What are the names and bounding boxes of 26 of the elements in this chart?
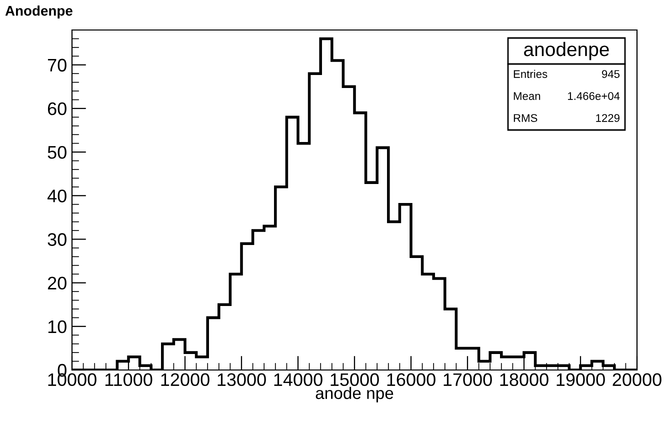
y-tick-label: 50	[48, 146, 66, 159]
x-tick-label: 11000	[105, 373, 152, 386]
x-axis-title: anode npe	[316, 386, 394, 402]
x-tick-label: 17000	[444, 373, 492, 386]
y-tick-label: 70	[48, 58, 66, 72]
x-tick-label: 20000	[612, 373, 662, 386]
y-tick-label: 20	[48, 276, 66, 290]
x-tick-label: 12000	[161, 373, 210, 386]
y-tick-label: 40	[47, 190, 66, 202]
y-tick-label: 10	[48, 320, 66, 334]
x-tick-label: 18000	[500, 373, 548, 386]
annotation: Entries	[514, 70, 548, 78]
annotation: 1229	[596, 114, 620, 122]
x-tick-label: 13000	[218, 373, 266, 386]
x-tick-label: 15000	[330, 373, 379, 386]
x-tick-label: 19000	[556, 373, 605, 386]
chart-title: Anodenpe	[5, 6, 72, 18]
y-tick-label: 30	[48, 233, 66, 246]
annotation: 945	[602, 70, 620, 78]
x-tick-label: 16000	[387, 373, 436, 386]
x-tick-label: 14000	[274, 373, 322, 386]
annotation: anodenpe	[524, 42, 609, 60]
y-tick-label: 60	[48, 102, 66, 116]
annotation: 1.466e+04	[568, 92, 620, 100]
annotation: Mean	[514, 92, 540, 100]
annotation: RMS	[514, 114, 538, 122]
